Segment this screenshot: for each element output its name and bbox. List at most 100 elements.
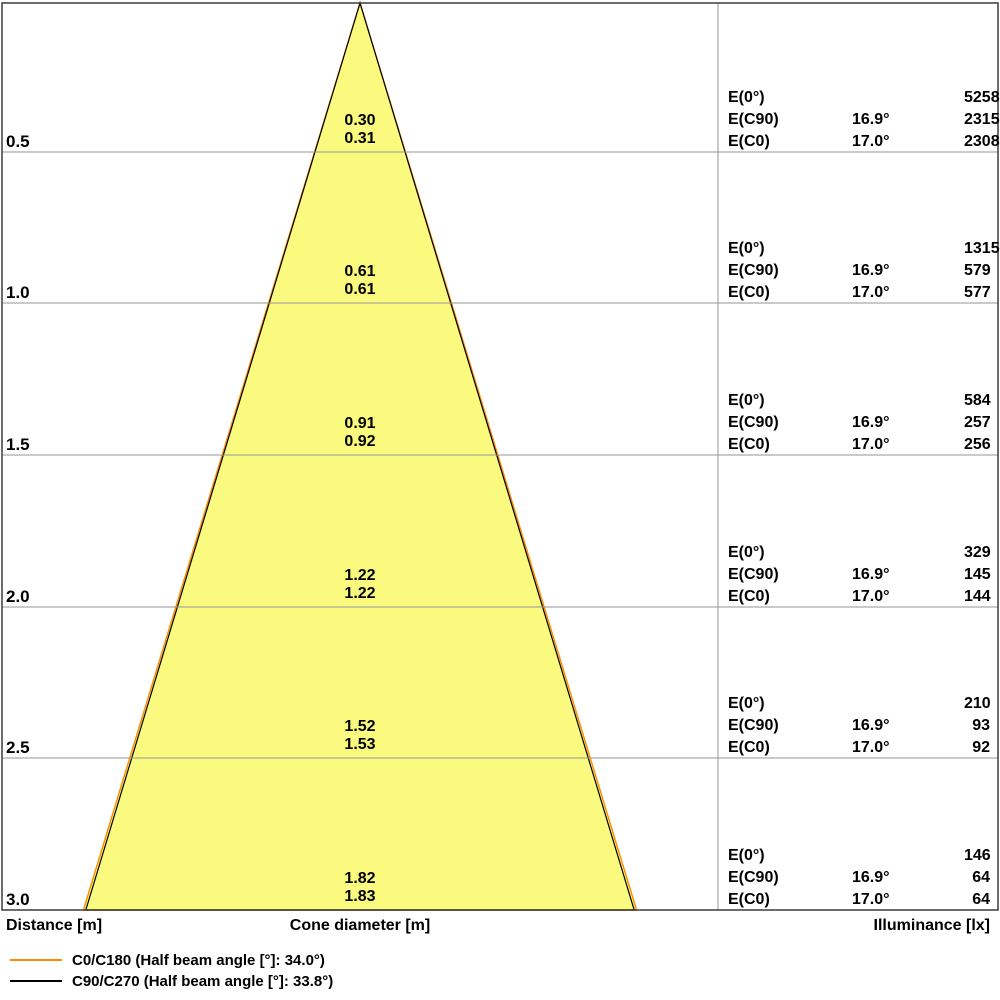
illuminance-row-ec90: E(C90) 16.9° 2315 xyxy=(728,109,1000,131)
e0-angle xyxy=(852,542,964,564)
illuminance-block: E(0°) 1315 E(C90) 16.9° 579 E(C0) 17.0° 577 xyxy=(728,238,1000,304)
cone-diameter-values: 1.82 1.83 xyxy=(260,870,460,905)
distance-label: 3.0 xyxy=(6,890,30,909)
cone-diameter-c0: 0.31 xyxy=(344,129,376,147)
cone-diameter-axis-label: Cone diameter [m] xyxy=(289,917,431,934)
cone-diameter-values: 0.91 0.92 xyxy=(260,415,460,450)
distance-label: 1.5 xyxy=(6,435,30,454)
e0-label: E(0°) xyxy=(728,695,765,712)
ec0-angle: 17.0° xyxy=(852,133,890,150)
ec90-label: E(C90) xyxy=(728,717,779,734)
illuminance-row-ec90: E(C90) 16.9° 257 xyxy=(728,412,991,434)
e0-value: 5258 xyxy=(964,89,1000,106)
ec0-angle: 17.0° xyxy=(852,739,890,756)
ec90-value: 93 xyxy=(972,717,990,734)
e0-label: E(0°) xyxy=(728,89,765,106)
cone-diameter-values: 1.22 1.22 xyxy=(260,567,460,602)
ec0-angle: 17.0° xyxy=(852,436,890,453)
ec90-angle: 16.9° xyxy=(852,262,890,279)
illuminance-block: E(0°) 210 E(C90) 16.9° 93 E(C0) 17.0° 92 xyxy=(728,693,991,759)
illuminance-row-ec0: E(C0) 17.0° 2308 xyxy=(728,131,1000,153)
cone-diameter-c90: 1.22 xyxy=(344,567,376,584)
illuminance-row-ec90: E(C90) 16.9° 579 xyxy=(728,260,991,282)
cone-diameter-c90: 1.52 xyxy=(344,718,376,735)
legend-item-c90-c270: C90/C270 (Half beam angle [°]: 33.8°) xyxy=(10,971,333,991)
legend-label-c90-c270: C90/C270 (Half beam angle [°]: 33.8°) xyxy=(72,972,334,990)
cone-diameter-c0: 1.22 xyxy=(344,584,376,602)
ec0-label: E(C0) xyxy=(728,588,770,605)
ec90-angle: 16.9° xyxy=(852,717,890,734)
illuminance-block: E(0°) 584 E(C90) 16.9° 257 E(C0) 17.0° 256 xyxy=(728,390,991,456)
illuminance-row-ec90: E(C90) 16.9° 93 xyxy=(728,715,990,737)
e0-value: 146 xyxy=(964,847,991,864)
cone-diameter-values: 1.52 1.53 xyxy=(260,718,460,753)
e0-angle xyxy=(852,238,964,260)
distance-axis-label: Distance [m] xyxy=(6,917,103,934)
cone-diameter-c90: 0.30 xyxy=(344,112,376,129)
illuminance-axis-label: Illuminance [lx] xyxy=(873,917,990,934)
illuminance-row-ec0: E(C0) 17.0° 64 xyxy=(728,889,990,911)
ec0-value: 256 xyxy=(964,436,991,453)
illuminance-row-e0: E(0°) 1315 xyxy=(728,238,1000,260)
illuminance-row-e0: E(0°) 584 xyxy=(728,390,991,412)
illuminance-row-ec0: E(C0) 17.0° 256 xyxy=(728,434,991,456)
legend-label-c0-c180: C0/C180 (Half beam angle [°]: 34.0°) xyxy=(72,951,325,969)
ec0-label: E(C0) xyxy=(728,284,770,301)
ec0-label: E(C0) xyxy=(728,133,770,150)
illuminance-row-ec0: E(C0) 17.0° 92 xyxy=(728,737,990,759)
cone-diameter-c0: 1.53 xyxy=(344,735,376,753)
distance-label: 2.5 xyxy=(6,738,30,757)
ec0-value: 92 xyxy=(972,739,990,756)
illuminance-row-ec0: E(C0) 17.0° 144 xyxy=(728,586,991,608)
cone-diameter-c0: 0.61 xyxy=(344,280,376,298)
e0-value: 1315 xyxy=(964,240,1000,257)
ec90-value: 64 xyxy=(972,869,990,886)
ec90-value: 257 xyxy=(964,414,991,431)
cone-diameter-c90: 0.61 xyxy=(344,263,376,280)
ec0-value: 144 xyxy=(964,588,991,605)
illuminance-row-ec90: E(C90) 16.9° 145 xyxy=(728,564,991,586)
ec90-angle: 16.9° xyxy=(852,414,890,431)
ec0-angle: 17.0° xyxy=(852,588,890,605)
e0-value: 329 xyxy=(964,544,991,561)
ec0-value: 2308 xyxy=(964,133,1000,150)
ec90-label: E(C90) xyxy=(728,111,779,128)
ec0-angle: 17.0° xyxy=(852,284,890,301)
e0-value: 584 xyxy=(964,392,991,409)
illuminance-row-e0: E(0°) 210 xyxy=(728,693,991,715)
cone-diameter-c0: 0.92 xyxy=(344,432,376,450)
cone-diameter-c90: 1.82 xyxy=(344,870,376,887)
distance-label: 1.0 xyxy=(6,283,30,302)
ec0-value: 577 xyxy=(964,284,991,301)
cone-diameter-c0: 1.83 xyxy=(344,887,376,905)
ec90-value: 579 xyxy=(964,262,991,279)
cone-diameter-values: 0.30 0.31 xyxy=(260,112,460,147)
ec90-value: 2315 xyxy=(964,111,1000,128)
e0-angle xyxy=(852,845,964,867)
diagram-border xyxy=(1,2,999,911)
ec90-label: E(C90) xyxy=(728,262,779,279)
illuminance-row-e0: E(0°) 5258 xyxy=(728,87,1000,109)
ec0-label: E(C0) xyxy=(728,436,770,453)
e0-label: E(0°) xyxy=(728,847,765,864)
ec90-label: E(C90) xyxy=(728,566,779,583)
legend-item-c0-c180: C0/C180 (Half beam angle [°]: 34.0°) xyxy=(10,950,325,970)
illuminance-row-e0: E(0°) 146 xyxy=(728,845,991,867)
e0-angle xyxy=(852,87,964,109)
illuminance-block: E(0°) 146 E(C90) 16.9° 64 E(C0) 17.0° 64 xyxy=(728,845,991,911)
ec90-angle: 16.9° xyxy=(852,566,890,583)
ec90-angle: 16.9° xyxy=(852,111,890,128)
distance-label: 2.0 xyxy=(6,587,30,606)
e0-value: 210 xyxy=(964,695,991,712)
ec0-angle: 17.0° xyxy=(852,891,890,908)
cone-diameter-c90: 0.91 xyxy=(344,415,376,432)
illuminance-block: E(0°) 5258 E(C90) 16.9° 2315 E(C0) 17.0° 2308 xyxy=(728,87,1000,153)
ec90-value: 145 xyxy=(964,566,991,583)
c90-c270-line-swatch xyxy=(10,980,62,982)
e0-angle xyxy=(852,693,964,715)
illuminance-block: E(0°) 329 E(C90) 16.9° 145 E(C0) 17.0° 144 xyxy=(728,542,991,608)
illuminance-row-ec0: E(C0) 17.0° 577 xyxy=(728,282,991,304)
illuminance-row-e0: E(0°) 329 xyxy=(728,542,991,564)
